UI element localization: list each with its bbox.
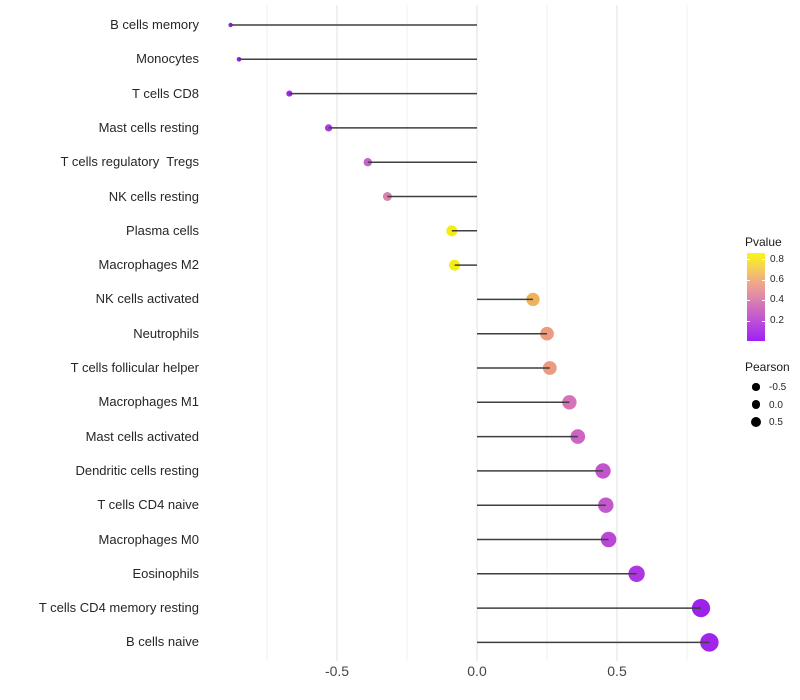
colorbar-tick xyxy=(747,321,750,322)
category-label: B cells memory xyxy=(110,17,199,32)
category-label: Macrophages M1 xyxy=(98,394,199,410)
colorbar-tick xyxy=(762,259,765,260)
pvalue-tick-label: 0.2 xyxy=(770,315,784,326)
category-label: Neutrophils xyxy=(133,325,199,341)
colorbar-tick xyxy=(762,321,765,322)
category-label: T cells CD4 memory resting xyxy=(38,600,199,616)
pvalue-colorbar xyxy=(747,253,765,341)
pvalue-legend-title: Pvalue xyxy=(745,235,782,249)
category-label: Dendritic cells resting xyxy=(75,462,199,478)
x-axis-tick-neg05: -0.5 xyxy=(324,663,350,679)
pearson-legend-dot xyxy=(751,400,761,409)
pvalue-tick-label: 0.6 xyxy=(770,274,784,285)
category-label: Monocytes xyxy=(136,51,199,67)
pearson-legend-title: Pearson xyxy=(745,360,790,374)
category-label: Plasma cells xyxy=(126,222,199,238)
category-label: NK cells activated xyxy=(95,291,199,307)
category-label: Eosinophils xyxy=(132,565,200,581)
pearson-legend-dot xyxy=(752,383,760,391)
category-label: Macrophages M0 xyxy=(98,531,199,547)
pvalue-tick-label: 0.8 xyxy=(770,254,784,265)
colorbar-tick xyxy=(762,300,765,301)
category-label: T cells CD8 xyxy=(132,85,199,101)
x-axis-tick-zero: 0.0 xyxy=(467,663,487,679)
colorbar-tick xyxy=(747,280,750,281)
category-label: Mast cells activated xyxy=(85,428,199,444)
pearson-legend-label: -0.5 xyxy=(769,382,787,393)
category-label: T cells regulatory Tregs xyxy=(60,154,199,170)
pearson-legend-dot xyxy=(750,416,762,428)
category-label: B cells naive xyxy=(126,634,199,650)
category-label: Macrophages M2 xyxy=(98,257,199,273)
colorbar-tick xyxy=(747,259,750,260)
category-label: T cells follicular helper xyxy=(70,360,199,375)
category-label: Mast cells resting xyxy=(98,119,199,135)
lollipop-dot xyxy=(570,429,586,444)
pearson-legend-label: 0.0 xyxy=(769,400,783,411)
colorbar-tick xyxy=(762,280,765,281)
pvalue-tick-label: 0.4 xyxy=(770,294,784,305)
colorbar-tick xyxy=(747,300,750,301)
pearson-legend-label: 0.5 xyxy=(769,417,783,428)
category-label: NK cells resting xyxy=(108,188,199,204)
category-label: T cells CD4 naive xyxy=(97,497,199,513)
x-axis-tick-pos05: 0.5 xyxy=(607,663,627,679)
